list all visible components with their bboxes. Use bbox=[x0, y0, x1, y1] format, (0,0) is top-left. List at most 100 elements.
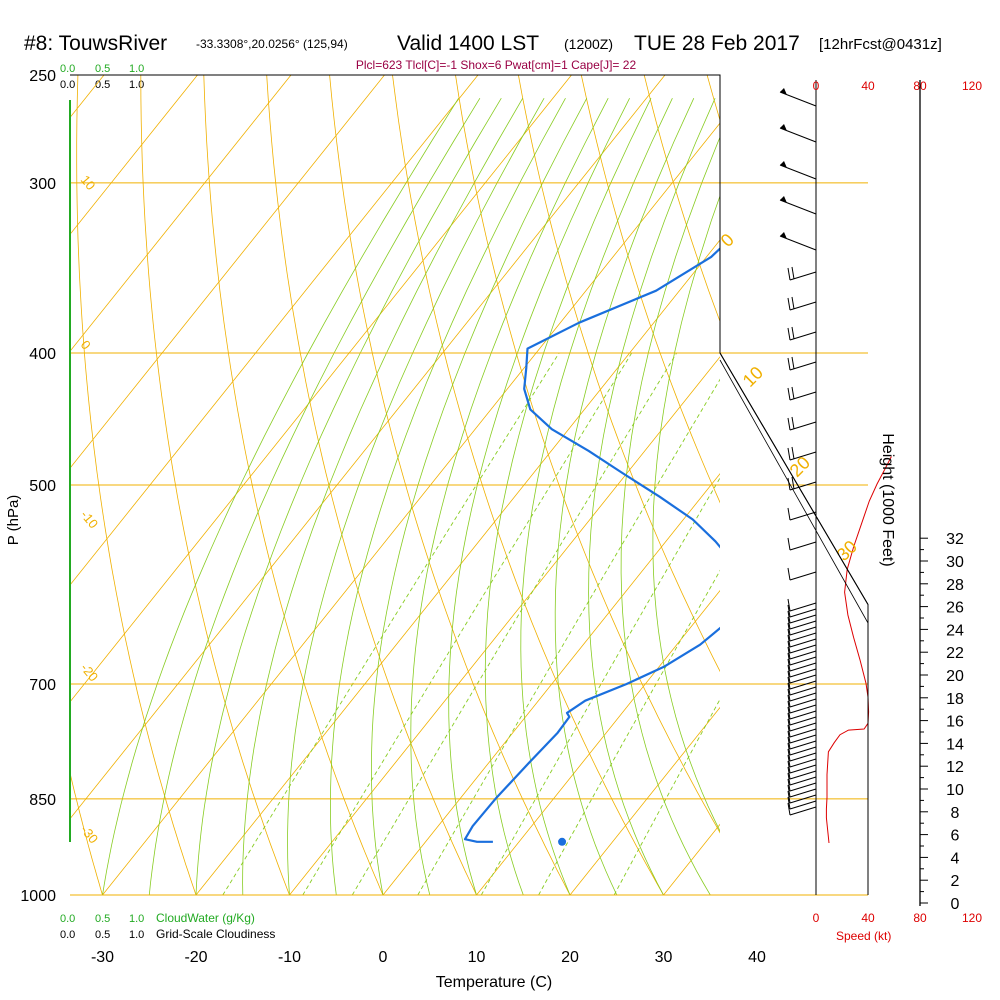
height-tick-label: 20 bbox=[946, 668, 964, 685]
moist-adiabat bbox=[484, 98, 652, 895]
wind-barb-shaft bbox=[789, 602, 817, 612]
wind-barb-feather bbox=[787, 267, 791, 281]
wind-barb-feather bbox=[787, 772, 791, 786]
valid-date: TUE 28 Feb 2017 bbox=[634, 32, 800, 55]
wind-barb-feather bbox=[787, 754, 791, 768]
temperature-tick-label: 30 bbox=[655, 949, 673, 966]
valid-time: Valid 1400 LST bbox=[397, 32, 539, 55]
cloudiness-tick: 0.5 bbox=[95, 929, 110, 941]
mixing-ratio-label: 3 bbox=[353, 905, 369, 920]
speed-tick-label: 120 bbox=[962, 79, 982, 93]
moist-adiabat bbox=[195, 97, 502, 895]
wind-barb-pennant bbox=[780, 88, 787, 95]
wind-barb-shaft bbox=[789, 620, 817, 630]
site-coords: -33.3308°,20.0256° (125,94) bbox=[196, 37, 348, 51]
height-tick-label: 30 bbox=[946, 554, 964, 571]
dewpoint-trace bbox=[463, 247, 720, 843]
dry-adiabat bbox=[140, 75, 290, 895]
speed-axis-title: Speed (kt) bbox=[836, 929, 891, 943]
speed-tick-label: 120 bbox=[962, 911, 982, 925]
speed-tick-label: 80 bbox=[913, 911, 927, 925]
isotherm-line bbox=[0, 75, 11, 895]
isotherm-line bbox=[70, 75, 198, 236]
wind-barb-shaft bbox=[789, 806, 817, 816]
temperature-tick-label: -10 bbox=[278, 949, 301, 966]
parcel-trace bbox=[733, 744, 758, 842]
cloudwater-tick: 0.5 bbox=[95, 913, 110, 925]
height-tick-label: 24 bbox=[946, 622, 964, 639]
mixing-ratio-line bbox=[417, 378, 720, 895]
wind-barb-feather bbox=[787, 622, 791, 636]
moist-adiabat bbox=[652, 194, 720, 832]
mixing-ratio-label: 5 bbox=[418, 905, 434, 920]
moist-adiabat bbox=[148, 97, 481, 895]
wind-barb-feather bbox=[787, 778, 791, 792]
dry-adiabat bbox=[266, 75, 477, 895]
dry-adiabat bbox=[580, 75, 720, 504]
wind-barb-feather bbox=[787, 802, 791, 816]
dry-adiabat bbox=[518, 75, 720, 673]
cloudwater-tick: 0.5 bbox=[95, 63, 110, 75]
cloudwater-tick: 1.0 bbox=[129, 63, 144, 75]
wind-barb-shaft bbox=[789, 740, 817, 750]
height-tick-label: 14 bbox=[946, 736, 964, 753]
wind-barb-feather bbox=[787, 718, 791, 732]
wind-barb-feather bbox=[787, 760, 791, 774]
dry-adiabat bbox=[0, 75, 9, 895]
wind-barb-feather bbox=[787, 724, 791, 738]
wind-barb-shaft bbox=[789, 541, 817, 551]
isotherm-line bbox=[70, 75, 292, 352]
wind-barb-shaft bbox=[789, 734, 817, 744]
wind-barb-shaft bbox=[789, 644, 817, 654]
pressure-tick-label: 400 bbox=[29, 346, 56, 363]
wind-barb-feather bbox=[787, 598, 791, 612]
wind-barb-shaft bbox=[789, 770, 817, 780]
height-tick-label: 2 bbox=[951, 873, 960, 890]
wind-barb-shaft bbox=[789, 692, 817, 702]
mixing-ratio-label: 12 bbox=[536, 902, 557, 922]
wind-barb-feather bbox=[787, 736, 791, 750]
wind-barb-feather bbox=[787, 766, 791, 780]
moist-adiabat bbox=[102, 97, 459, 895]
wind-barb-shaft bbox=[789, 722, 817, 732]
isotherm-line bbox=[569, 706, 720, 895]
wind-barb-feather bbox=[787, 610, 791, 624]
height-tick-label: 16 bbox=[946, 714, 964, 731]
mixing-ratio-label: 20 bbox=[611, 902, 632, 922]
surface-dewpoint-dot bbox=[558, 837, 567, 846]
wind-barb-shaft bbox=[789, 674, 817, 684]
cloudiness-tick: 1.0 bbox=[129, 79, 144, 91]
wind-barb-feather bbox=[787, 634, 791, 648]
height-tick-label: 8 bbox=[951, 805, 960, 822]
wind-barb-shaft bbox=[789, 764, 817, 774]
wind-barb-shaft bbox=[789, 650, 817, 660]
cloudiness-tick: 0.0 bbox=[60, 929, 75, 941]
site-title: #8: TouwsRiver bbox=[24, 32, 167, 55]
wind-barb-feather bbox=[787, 790, 791, 804]
tropopause-line bbox=[719, 359, 869, 624]
temperature-tick-label: -20 bbox=[184, 949, 207, 966]
wind-barb-shaft bbox=[789, 752, 817, 762]
moist-adiabat bbox=[448, 98, 630, 895]
isotherm-line bbox=[476, 589, 720, 895]
temperature-tick-label: 10 bbox=[468, 949, 486, 966]
wind-barb-feather bbox=[791, 356, 795, 370]
mixing-ratio-label: 2 bbox=[303, 905, 319, 920]
cloud-scale-bottom: 0.0 0.5 1.0 CloudWater (g/Kg) 0.0 0.5 1.… bbox=[60, 911, 275, 941]
wind-barb-feather bbox=[787, 387, 791, 401]
wind-barb-shaft bbox=[789, 571, 817, 581]
pressure-tick-label: 250 bbox=[29, 68, 56, 85]
wind-barb-feather bbox=[787, 682, 791, 696]
wind-barb-pennant bbox=[780, 196, 787, 203]
wind-barb-shaft bbox=[789, 680, 817, 690]
wind-barb-shaft bbox=[789, 638, 817, 648]
surface-temperature-dot bbox=[754, 838, 762, 846]
wind-barb-feather bbox=[791, 476, 795, 490]
wind-barb-pennant bbox=[780, 232, 787, 239]
moist-adiabat bbox=[554, 98, 695, 895]
wind-barb-shaft bbox=[789, 776, 817, 786]
wind-barb-pennant bbox=[780, 124, 787, 131]
moist-adiabat bbox=[520, 98, 673, 895]
wind-barb-feather bbox=[791, 446, 795, 460]
